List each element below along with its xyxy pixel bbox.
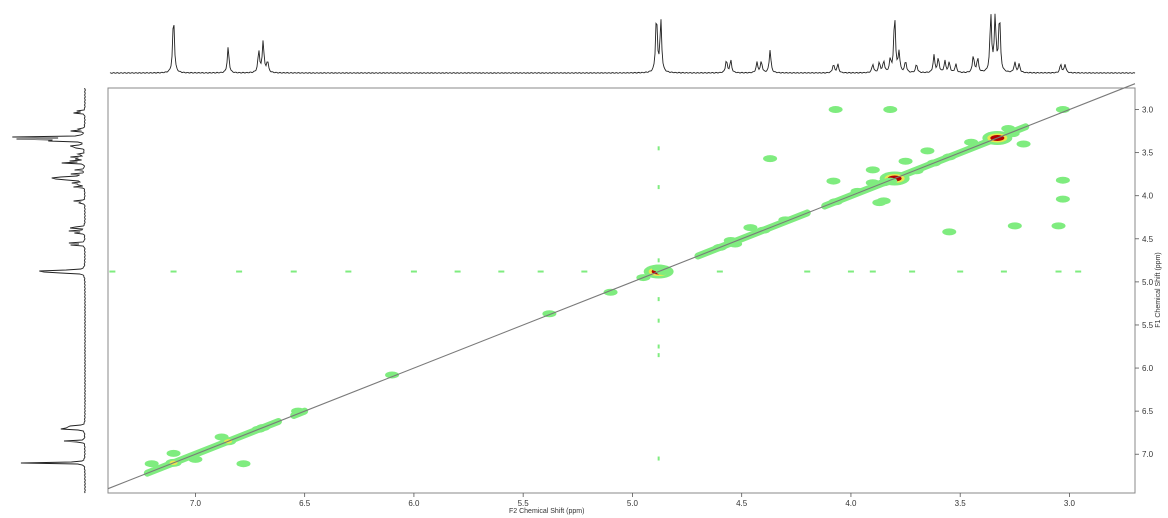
noise-streak xyxy=(657,146,660,151)
noise-streak xyxy=(410,270,417,273)
noise-streak xyxy=(657,258,660,263)
plot-frame xyxy=(107,87,1136,494)
cross-peak xyxy=(865,179,880,187)
cross-peak xyxy=(166,449,181,457)
cross-peak xyxy=(236,460,251,468)
cross-peak xyxy=(920,147,935,155)
noise-streak xyxy=(657,297,660,302)
noise-streak xyxy=(109,270,116,273)
y-tick-label: 4.5 xyxy=(1142,235,1154,244)
x-tick-label: 6.5 xyxy=(299,499,311,508)
cross-peak xyxy=(850,187,865,195)
y-tick-label: 6.5 xyxy=(1142,407,1154,416)
x-axis: 7.0 6.5 6.0 5.5 5.0 4.5 4.0 3.5 3.0 xyxy=(190,493,1076,508)
top-projection-spectrum xyxy=(109,13,1136,74)
cross-peak xyxy=(872,199,887,207)
noise-streak xyxy=(657,353,660,358)
cross-peak xyxy=(763,155,778,163)
x-tick-label: 7.0 xyxy=(190,499,202,508)
cross-peak xyxy=(865,166,880,174)
y-tick-label: 7.0 xyxy=(1142,450,1154,459)
x-tick-label: 4.0 xyxy=(845,499,857,508)
noise-streak xyxy=(170,270,177,273)
cross-peak xyxy=(826,177,841,185)
y-tick-label: 3.5 xyxy=(1142,149,1154,158)
noise-streak xyxy=(236,270,243,273)
noise-streak xyxy=(716,270,723,273)
noise-streak xyxy=(657,456,660,461)
left-projection-spectrum xyxy=(12,87,86,494)
x-axis-title: F2 Chemical Shift (ppm) xyxy=(509,508,584,515)
cross-peak xyxy=(828,106,843,114)
x-tick-label: 5.5 xyxy=(518,499,530,508)
cross-peak xyxy=(144,460,159,468)
noise-streak xyxy=(345,270,352,273)
cross-peak xyxy=(651,264,666,272)
noise-streak xyxy=(657,318,660,323)
cross-peak xyxy=(385,371,400,379)
noise-streak xyxy=(957,270,964,273)
noise-streak xyxy=(1055,270,1062,273)
y-axis-title: F1 Chemical Shift (ppm) xyxy=(1155,252,1162,327)
noise-streak xyxy=(454,270,461,273)
top-projection xyxy=(109,13,1136,74)
y-tick-label: 5.0 xyxy=(1142,278,1154,287)
y-tick-label: 4.0 xyxy=(1142,192,1154,201)
cross-peak xyxy=(942,228,957,236)
x-tick-label: 4.5 xyxy=(736,499,748,508)
cross-peak xyxy=(1055,195,1070,203)
cross-peak xyxy=(1051,222,1066,230)
y-axis: 3.0 3.5 4.0 4.5 5.0 5.5 6.0 6.5 7.0 xyxy=(1135,106,1154,459)
cross-peak xyxy=(1055,176,1070,184)
y-tick-label: 3.0 xyxy=(1142,106,1154,115)
cross-peak xyxy=(603,288,618,296)
noise-streak xyxy=(581,270,588,273)
x-tick-label: 3.0 xyxy=(1064,499,1076,508)
noise-streak xyxy=(1000,270,1007,273)
noise-streak xyxy=(909,270,916,273)
noise-streak xyxy=(869,270,876,273)
x-tick-label: 3.5 xyxy=(955,499,967,508)
cross-peak xyxy=(898,157,913,165)
y-tick-label: 6.0 xyxy=(1142,364,1154,373)
cross-peak xyxy=(1016,140,1031,148)
noise-streak xyxy=(290,270,297,273)
cross-peak xyxy=(778,216,793,224)
cross-peak xyxy=(188,455,203,463)
cross-peak xyxy=(1001,125,1016,132)
left-projection xyxy=(12,87,86,494)
noise-streak xyxy=(657,344,660,349)
cross-peak xyxy=(743,224,758,232)
diagonal-line xyxy=(107,83,1136,490)
cross-peak xyxy=(964,138,979,146)
noise-streak xyxy=(1075,270,1082,273)
y-tick-label: 5.5 xyxy=(1142,321,1154,330)
noise-streak xyxy=(847,270,854,273)
cross-peak xyxy=(883,106,898,114)
noise-streak xyxy=(537,270,544,273)
x-tick-label: 5.0 xyxy=(627,499,639,508)
noise-streak xyxy=(657,185,660,190)
x-tick-label: 6.0 xyxy=(408,499,420,508)
noise-streak xyxy=(498,270,505,273)
noise-streak xyxy=(804,270,811,273)
cross-peak xyxy=(1007,222,1022,230)
t1-noise xyxy=(109,146,1082,461)
cross-peak xyxy=(214,433,229,441)
